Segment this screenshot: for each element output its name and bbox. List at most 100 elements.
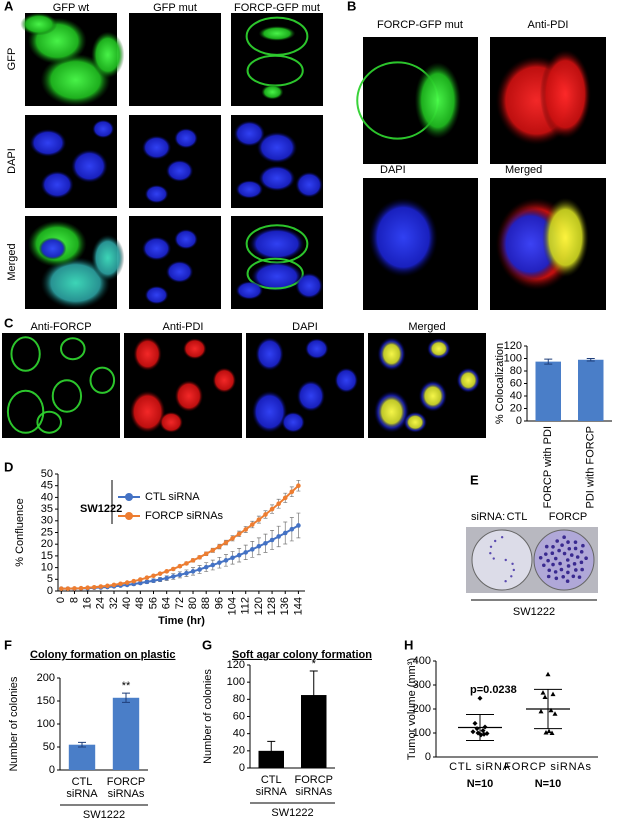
cell	[281, 411, 306, 433]
error-bar	[544, 358, 553, 365]
cell	[235, 281, 264, 300]
marker	[236, 552, 242, 558]
point	[472, 720, 478, 726]
x-axis-label: Time (hr)	[158, 615, 205, 627]
column-label: GFP wt	[53, 2, 89, 14]
y-tick-label: 60	[233, 710, 245, 722]
cell	[91, 234, 125, 282]
colony	[538, 556, 543, 560]
column-label: GFP mut	[153, 2, 197, 14]
colony	[489, 552, 492, 555]
cell	[40, 256, 111, 309]
x-tick-label: 88	[200, 597, 212, 609]
y-axis-label: % Confluence	[14, 498, 26, 567]
marker	[78, 585, 84, 591]
point	[546, 728, 552, 734]
y-tick-label: 50	[41, 468, 53, 480]
cell	[368, 197, 438, 277]
x-tick-label: 0	[55, 597, 67, 603]
image-label: Merged	[408, 321, 445, 333]
x-tick-label: 80	[187, 597, 199, 609]
cell	[246, 257, 304, 290]
colony	[510, 575, 513, 578]
colony	[572, 562, 577, 566]
colony	[542, 563, 546, 568]
bar	[112, 697, 140, 770]
colony	[544, 544, 549, 549]
x-tick-label: 120	[253, 597, 265, 615]
colony	[569, 553, 574, 557]
cell	[174, 128, 198, 149]
point	[550, 691, 556, 697]
group-label: SW1222	[513, 606, 555, 618]
cell	[10, 336, 41, 372]
x-tick-label: CTL siRNA	[255, 774, 287, 798]
marker	[256, 517, 262, 522]
marker	[217, 560, 222, 565]
cell	[71, 149, 108, 183]
n-label: N=10	[467, 778, 494, 790]
colony	[566, 570, 570, 575]
row-label: siRNA:	[471, 511, 505, 523]
colony	[546, 558, 550, 563]
colony	[554, 576, 559, 581]
cell	[377, 394, 406, 429]
cell	[251, 261, 303, 292]
cell	[92, 119, 115, 139]
y-tick-label: 15	[41, 550, 53, 562]
error-bar	[586, 358, 595, 362]
marker	[151, 578, 156, 584]
marker	[85, 585, 90, 591]
colony	[511, 562, 514, 566]
cell	[295, 272, 324, 299]
marker	[124, 580, 130, 585]
marker	[197, 567, 202, 572]
marker	[276, 501, 281, 507]
x-tick-label: 112	[240, 597, 252, 615]
marker	[230, 555, 235, 561]
panel-label: D	[4, 459, 13, 474]
cell	[129, 390, 166, 433]
marker	[190, 569, 196, 574]
cell	[258, 26, 296, 41]
marker	[91, 584, 97, 590]
cell	[296, 380, 326, 412]
colony	[577, 575, 582, 579]
y-tick-label: 35	[41, 503, 53, 515]
cell	[40, 170, 74, 199]
cell	[60, 337, 86, 361]
image-label: DAPI	[380, 164, 406, 176]
point	[543, 730, 549, 735]
bar	[578, 359, 604, 421]
cell	[183, 338, 207, 360]
marker	[217, 544, 222, 549]
marker	[296, 483, 301, 489]
cell	[542, 197, 589, 277]
marker	[289, 489, 295, 495]
cell	[89, 366, 116, 394]
marker	[250, 522, 255, 527]
image-label: Anti-PDI	[163, 321, 204, 333]
y-tick-label: 20	[510, 402, 522, 414]
marker	[105, 583, 110, 589]
x-tick-label: 24	[95, 597, 107, 609]
cell	[261, 84, 284, 100]
colony	[571, 574, 576, 579]
y-tick-label: 40	[510, 390, 522, 402]
marker	[170, 574, 176, 579]
marker	[210, 547, 216, 553]
marker	[203, 564, 209, 570]
marker	[170, 566, 176, 572]
panel-label: E	[470, 472, 479, 487]
cell	[295, 171, 324, 198]
cell	[36, 410, 63, 434]
marker	[138, 580, 143, 586]
cell	[235, 180, 264, 199]
marker	[243, 550, 249, 555]
cell	[429, 340, 449, 358]
marker	[157, 571, 163, 576]
y-tick-label: 0	[425, 751, 431, 763]
marker	[236, 531, 242, 537]
point	[542, 694, 548, 699]
